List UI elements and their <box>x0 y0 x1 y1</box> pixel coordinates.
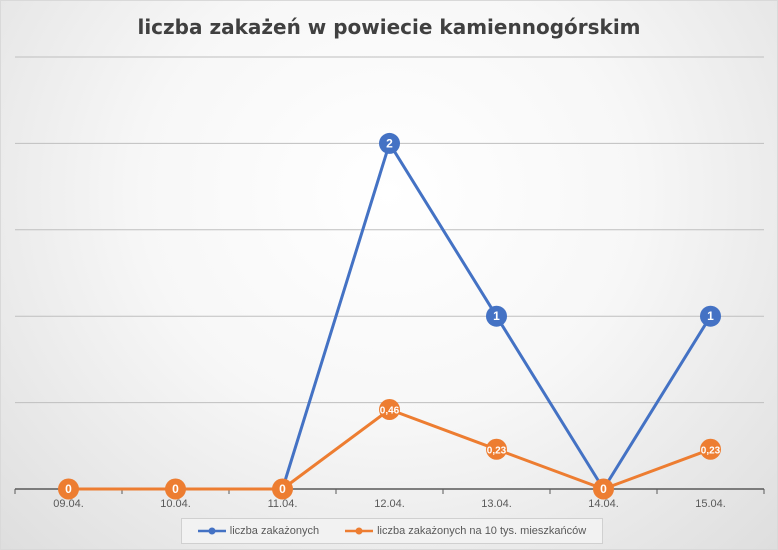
data-label: 2 <box>386 136 393 150</box>
x-tick-label: 09.04. <box>53 498 84 510</box>
data-label: 1 <box>493 309 500 323</box>
legend-swatch-series-1 <box>197 527 226 535</box>
legend: liczba zakażonych liczba zakażonych na 1… <box>181 518 603 544</box>
x-tick-label: 14.04. <box>588 498 619 510</box>
legend-entry-series-2: liczba zakażonych na 10 tys. mieszkańców <box>345 525 586 537</box>
x-tick-label: 15.04. <box>695 498 726 510</box>
data-label: 0,23 <box>701 445 721 456</box>
data-label: 1 <box>707 309 714 323</box>
data-point-marker <box>593 478 614 500</box>
data-point-marker <box>272 478 293 500</box>
data-point-marker <box>486 305 507 327</box>
data-label: 0 <box>600 482 607 496</box>
data-markers: 2 1 1 0 0 0 0,46 0,23 0 0,23 <box>58 132 721 500</box>
x-tick-label: 10.04. <box>160 498 191 510</box>
legend-entry-series-1: liczba zakażonych <box>197 525 320 537</box>
data-label: 0 <box>172 482 179 496</box>
data-point-marker <box>486 438 507 460</box>
data-point-marker <box>700 438 721 460</box>
legend-label-series-1: liczba zakażonych <box>229 525 320 537</box>
data-point-marker <box>58 478 79 500</box>
data-label: 0,23 <box>487 445 507 456</box>
x-tick-label: 11.04. <box>268 498 298 510</box>
data-point-marker <box>700 305 721 327</box>
gridlines <box>15 56 764 404</box>
x-axis: 09.04. 10.04. 11.04. 12.04. 13.04. 14.04. 15.0… <box>14 488 765 510</box>
x-tick-label: 12.04. <box>374 498 405 510</box>
chart-title: liczba zakażeń w powiecie kamiennogórski… <box>137 15 641 39</box>
x-tick-label: 13.04. <box>481 498 512 510</box>
data-label: 0 <box>65 482 72 496</box>
legend-swatch-series-2 <box>345 527 374 535</box>
data-point-marker <box>165 478 186 500</box>
data-point-marker <box>379 132 400 154</box>
data-point-marker <box>379 399 400 421</box>
series-line-2 <box>67 408 712 491</box>
legend-label-series-2: liczba zakażonych na 10 tys. mieszkańców <box>377 525 587 537</box>
data-label: 0 <box>279 482 286 496</box>
data-label: 0,46 <box>380 406 400 417</box>
